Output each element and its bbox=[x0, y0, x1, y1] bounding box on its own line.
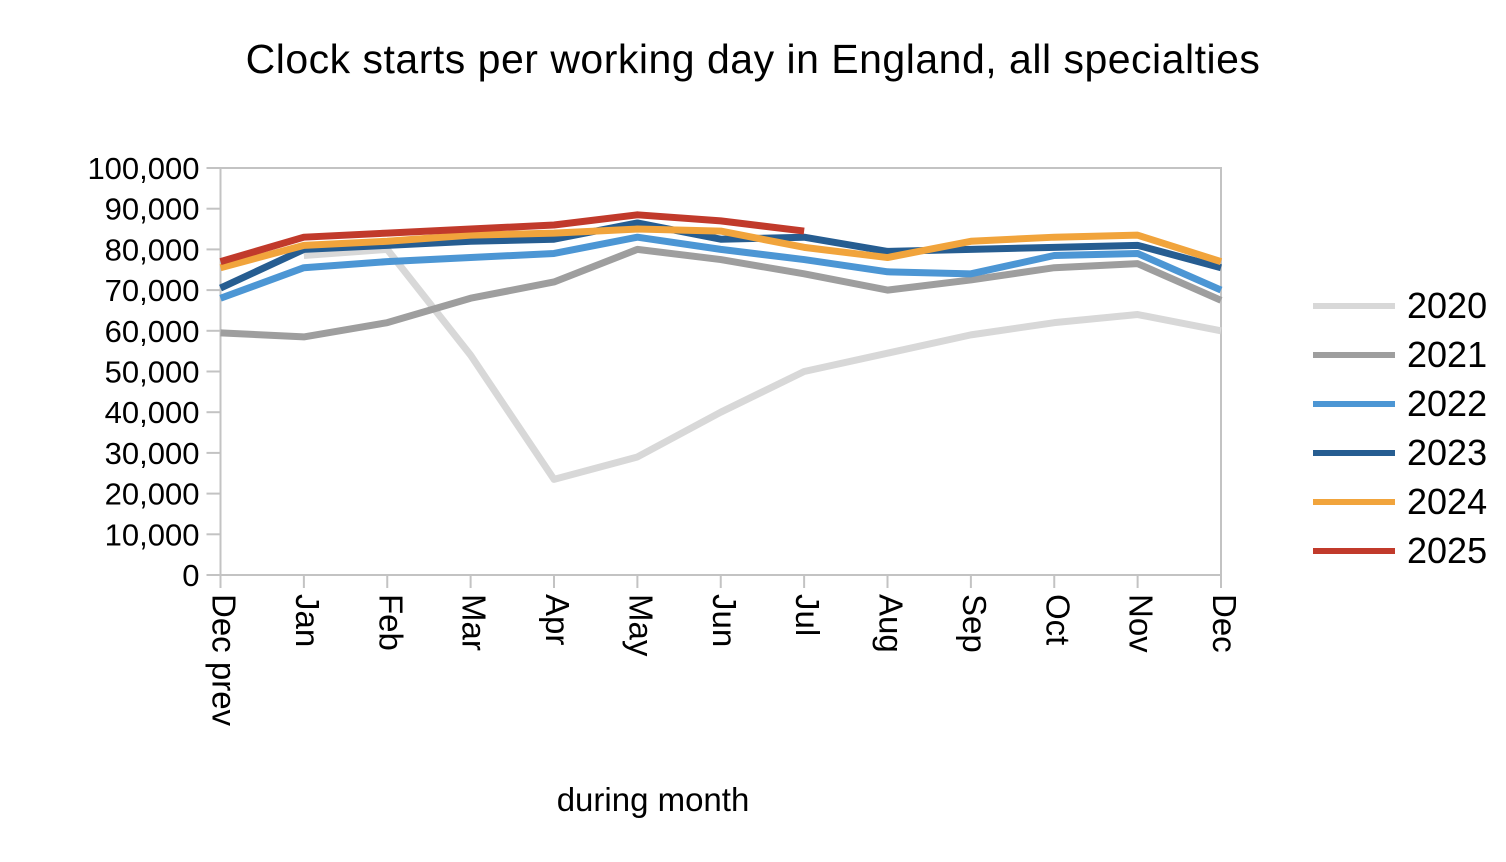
y-tick-label: 0 bbox=[182, 558, 199, 593]
y-tick-label: 50,000 bbox=[105, 355, 200, 390]
x-tick-label: Feb bbox=[372, 594, 409, 651]
legend-swatch-2025 bbox=[1313, 547, 1395, 554]
legend-item-2020: 2020 bbox=[1313, 281, 1487, 330]
series-line-2024 bbox=[219, 225, 1223, 272]
x-tick-label: May bbox=[622, 594, 659, 657]
y-tick-label: 20,000 bbox=[105, 477, 200, 512]
x-axis-title: during month bbox=[556, 781, 750, 818]
legend-swatch-2023 bbox=[1313, 449, 1395, 456]
y-tick-label: 80,000 bbox=[105, 232, 200, 267]
x-tick-label: Apr bbox=[539, 594, 576, 645]
legend-item-2023: 2023 bbox=[1313, 428, 1487, 477]
legend: 2020 2021 2022 2023 2024 2025 bbox=[1313, 281, 1487, 575]
legend-item-2022: 2022 bbox=[1313, 379, 1487, 428]
series-line-2020 bbox=[303, 245, 1222, 483]
y-tick-label: 100,000 bbox=[87, 151, 199, 186]
x-tick-label: Jul bbox=[789, 594, 826, 636]
y-tick-label: 60,000 bbox=[105, 314, 200, 349]
y-tick-label: 70,000 bbox=[105, 273, 200, 308]
series-line-2023 bbox=[219, 219, 1222, 292]
legend-item-2021: 2021 bbox=[1313, 330, 1487, 379]
legend-swatch-2022 bbox=[1313, 400, 1395, 407]
series-line-2025 bbox=[219, 211, 805, 265]
x-tick-label: Dec bbox=[1206, 594, 1243, 653]
x-tick-label: Jan bbox=[289, 594, 326, 647]
legend-label-2024: 2024 bbox=[1407, 480, 1488, 522]
legend-label-2022: 2022 bbox=[1407, 382, 1488, 424]
x-tick-label: Mar bbox=[456, 594, 493, 651]
legend-item-2025: 2025 bbox=[1313, 526, 1487, 575]
legend-swatch-2021 bbox=[1313, 351, 1395, 358]
x-tick-label: Jun bbox=[706, 594, 743, 647]
series-line-2021 bbox=[220, 245, 1223, 341]
x-tick-label: Dec prev bbox=[206, 594, 243, 727]
y-tick-label: 30,000 bbox=[105, 436, 200, 471]
legend-label-2021: 2021 bbox=[1407, 333, 1488, 375]
chart-title: Clock starts per working day in England,… bbox=[245, 36, 1261, 82]
x-tick-label: Nov bbox=[1123, 594, 1160, 653]
legend-label-2023: 2023 bbox=[1407, 431, 1488, 473]
legend-item-2024: 2024 bbox=[1313, 477, 1487, 526]
legend-label-2020: 2020 bbox=[1407, 284, 1488, 326]
x-tick-label: Aug bbox=[873, 594, 910, 653]
x-tick-label: Sep bbox=[956, 594, 993, 653]
legend-label-2025: 2025 bbox=[1407, 529, 1488, 571]
legend-swatch-2024 bbox=[1313, 498, 1395, 505]
x-tick-label: Oct bbox=[1039, 594, 1076, 645]
y-tick-label: 40,000 bbox=[105, 395, 200, 430]
legend-swatch-2020 bbox=[1313, 302, 1395, 309]
y-tick-label: 90,000 bbox=[105, 192, 200, 227]
series-line-2022 bbox=[219, 233, 1223, 302]
y-tick-label: 10,000 bbox=[105, 517, 200, 552]
